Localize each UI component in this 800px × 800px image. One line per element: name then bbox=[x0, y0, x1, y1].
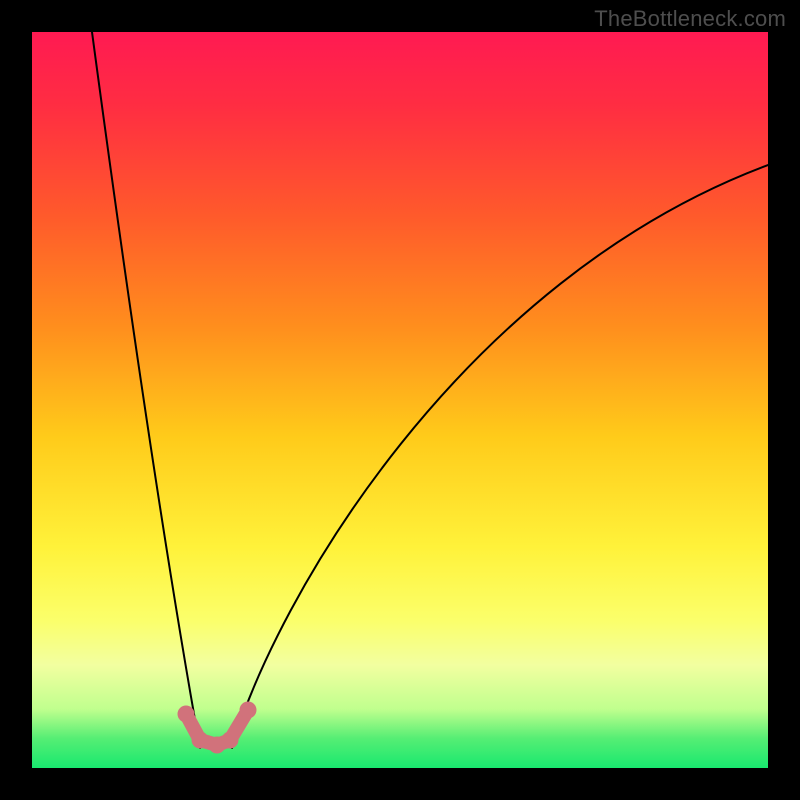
chart-container: TheBottleneck.com bbox=[0, 0, 800, 800]
watermark-text: TheBottleneck.com bbox=[594, 6, 786, 32]
bottleneck-chart bbox=[0, 0, 800, 800]
